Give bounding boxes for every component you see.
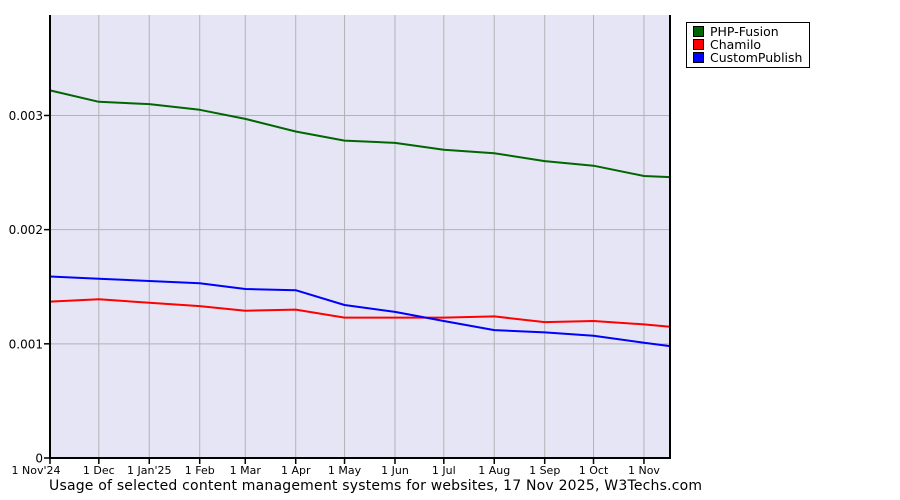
series-line-custompublish [49, 275, 671, 348]
x-tick-label: 1 Dec [83, 464, 115, 477]
legend-label-custompublish: CustomPublish [710, 50, 803, 65]
y-tick-label: 0.002 [9, 223, 43, 237]
x-tick-label: 1 Feb [185, 464, 215, 477]
legend-label-chamilo: Chamilo [710, 37, 762, 52]
x-tick-label: 1 Aug [478, 464, 510, 477]
legend-swatch-chamilo [693, 39, 704, 50]
x-tick-label: 1 Nov'24 [12, 464, 61, 477]
legend-item: PHP-Fusion [693, 24, 802, 39]
x-tick-label: 1 Jun [381, 464, 409, 477]
x-tick-label: 1 Jul [432, 464, 456, 477]
x-tick-label: 1 Nov [628, 464, 660, 477]
legend-item: Chamilo [693, 37, 802, 52]
x-tick-label: 1 Jan'25 [127, 464, 171, 477]
series-line-php-fusion [49, 89, 671, 179]
x-tick-label: 1 Oct [579, 464, 609, 477]
y-tick-label: 0 [35, 452, 43, 466]
legend-item: CustomPublish [693, 50, 803, 65]
x-tick-label: 1 Mar [230, 464, 262, 477]
x-tick-label: 1 Apr [281, 464, 311, 477]
y-tick-label: 0.003 [9, 109, 43, 123]
legend-swatch-php-fusion [693, 26, 704, 37]
legend: PHP-Fusion Chamilo CustomPublish [686, 22, 811, 68]
legend-swatch-custompublish [693, 52, 704, 63]
legend-label-php-fusion: PHP-Fusion [710, 24, 779, 39]
chart-caption: Usage of selected content management sys… [49, 478, 703, 494]
y-tick-label: 0.001 [9, 337, 43, 351]
series-line-chamilo [49, 298, 671, 328]
x-tick-label: 1 May [328, 464, 362, 477]
x-tick-label: 1 Sep [529, 464, 560, 477]
plot-area [50, 15, 670, 458]
